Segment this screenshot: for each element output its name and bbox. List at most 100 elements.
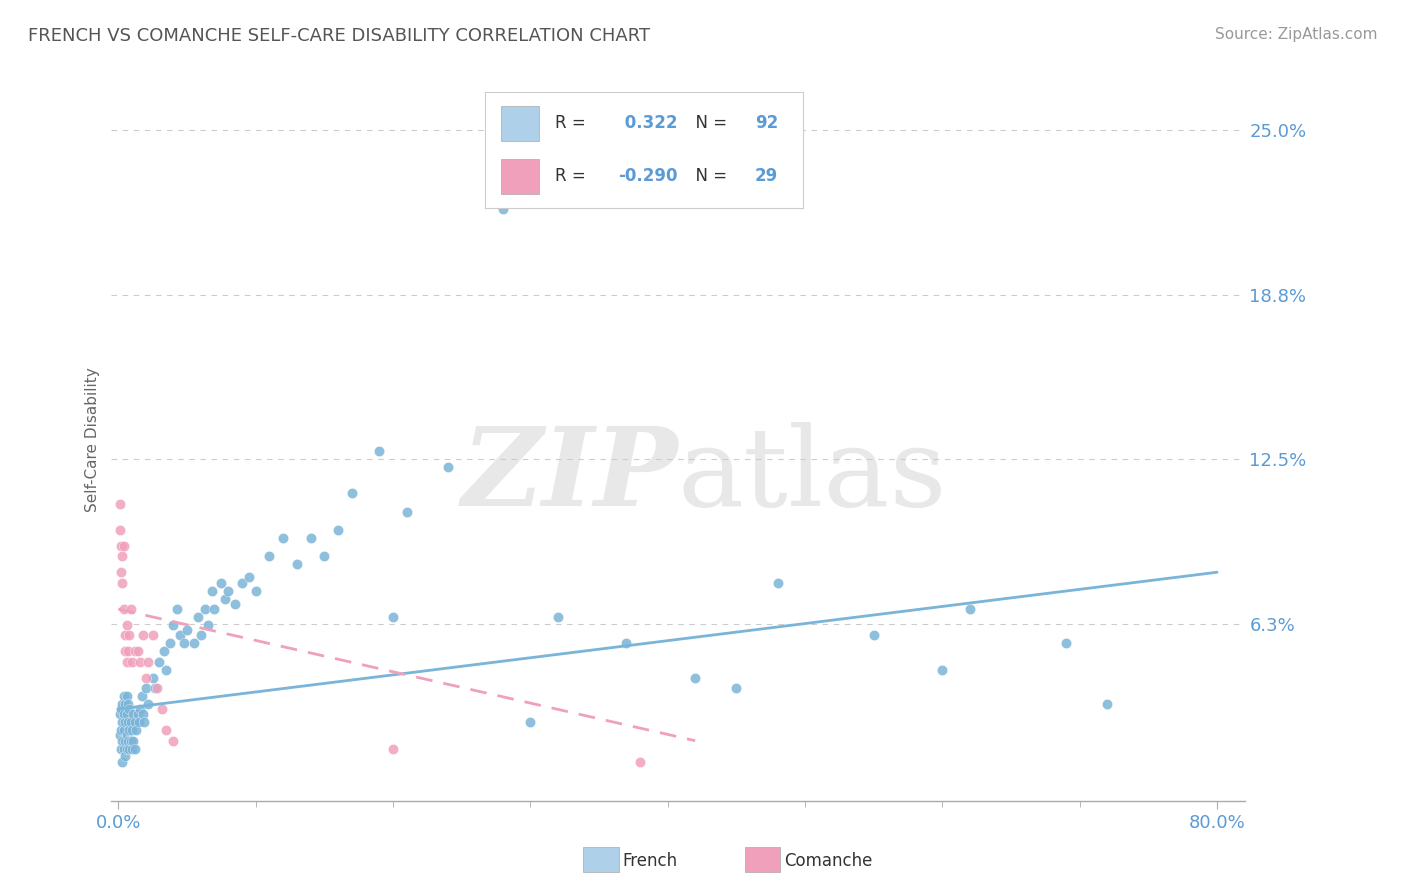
Point (381, 741, 404, 756)
Point (145, 681, 167, 695)
Point (209, 575, 232, 590)
Point (162, 733, 184, 747)
Point (115, 728, 138, 742)
Point (108, 523, 131, 537)
Point (124, 644, 146, 658)
Point (326, 523, 349, 537)
Point (155, 663, 177, 677)
Point (115, 689, 138, 703)
Point (135, 681, 157, 695)
Point (201, 583, 224, 598)
Point (959, 602, 981, 616)
Point (114, 733, 136, 747)
Point (127, 707, 149, 722)
Point (120, 733, 142, 747)
Point (173, 636, 195, 650)
Point (117, 697, 139, 711)
Point (110, 723, 132, 738)
Point (122, 733, 145, 747)
Point (128, 715, 150, 730)
Point (114, 749, 136, 764)
Point (628, 755, 651, 769)
Point (118, 723, 141, 738)
Point (134, 715, 156, 730)
Point (111, 549, 134, 564)
Point (114, 715, 136, 730)
Point (108, 497, 131, 511)
Point (110, 741, 132, 756)
Point (245, 583, 267, 598)
Point (259, 549, 281, 564)
Point (395, 505, 418, 519)
Point (1054, 636, 1077, 650)
Point (110, 566, 132, 580)
Point (143, 681, 166, 695)
Point (138, 655, 160, 669)
Point (112, 723, 135, 738)
Point (115, 655, 138, 669)
Point (124, 741, 146, 756)
Point (117, 715, 139, 730)
Point (111, 755, 134, 769)
Point (142, 628, 165, 642)
Point (1095, 697, 1118, 711)
Point (111, 715, 134, 730)
Point (108, 728, 131, 742)
Point (492, 202, 515, 216)
Point (176, 623, 198, 637)
Point (862, 628, 884, 642)
Text: ZIP: ZIP (461, 422, 678, 529)
Point (204, 602, 226, 616)
Point (112, 602, 135, 616)
Point (112, 539, 135, 553)
Point (138, 697, 160, 711)
Point (122, 707, 145, 722)
Point (115, 741, 138, 756)
Point (112, 689, 135, 703)
Point (437, 459, 460, 474)
Point (285, 558, 308, 572)
Point (616, 636, 638, 650)
Point (162, 618, 184, 632)
Text: FRENCH VS COMANCHE SELF-CARE DISABILITY CORRELATION CHART: FRENCH VS COMANCHE SELF-CARE DISABILITY … (28, 27, 650, 45)
Text: atlas: atlas (678, 422, 948, 529)
Point (110, 539, 132, 553)
Point (114, 628, 136, 642)
Point (124, 715, 146, 730)
Point (190, 628, 212, 642)
Point (340, 486, 363, 500)
Point (183, 636, 205, 650)
Point (148, 655, 170, 669)
Point (547, 610, 569, 624)
Point (112, 741, 135, 756)
Point (197, 618, 219, 632)
Point (120, 715, 142, 730)
Point (121, 741, 143, 756)
Point (271, 531, 294, 545)
Point (120, 602, 142, 616)
Point (114, 644, 136, 658)
Point (131, 689, 153, 703)
Point (299, 531, 322, 545)
Point (224, 597, 246, 611)
Point (683, 671, 706, 685)
Point (108, 707, 131, 722)
Point (127, 644, 149, 658)
Point (214, 591, 236, 606)
Point (111, 733, 134, 747)
Point (142, 671, 165, 685)
Point (112, 707, 135, 722)
Point (381, 610, 404, 624)
Point (121, 655, 143, 669)
Point (121, 723, 143, 738)
Point (368, 444, 391, 458)
Point (114, 697, 136, 711)
Point (118, 741, 141, 756)
Point (132, 707, 155, 722)
Point (169, 628, 191, 642)
Point (118, 628, 141, 642)
Point (152, 644, 174, 658)
Point (115, 618, 138, 632)
Point (118, 702, 141, 716)
Point (519, 715, 541, 730)
